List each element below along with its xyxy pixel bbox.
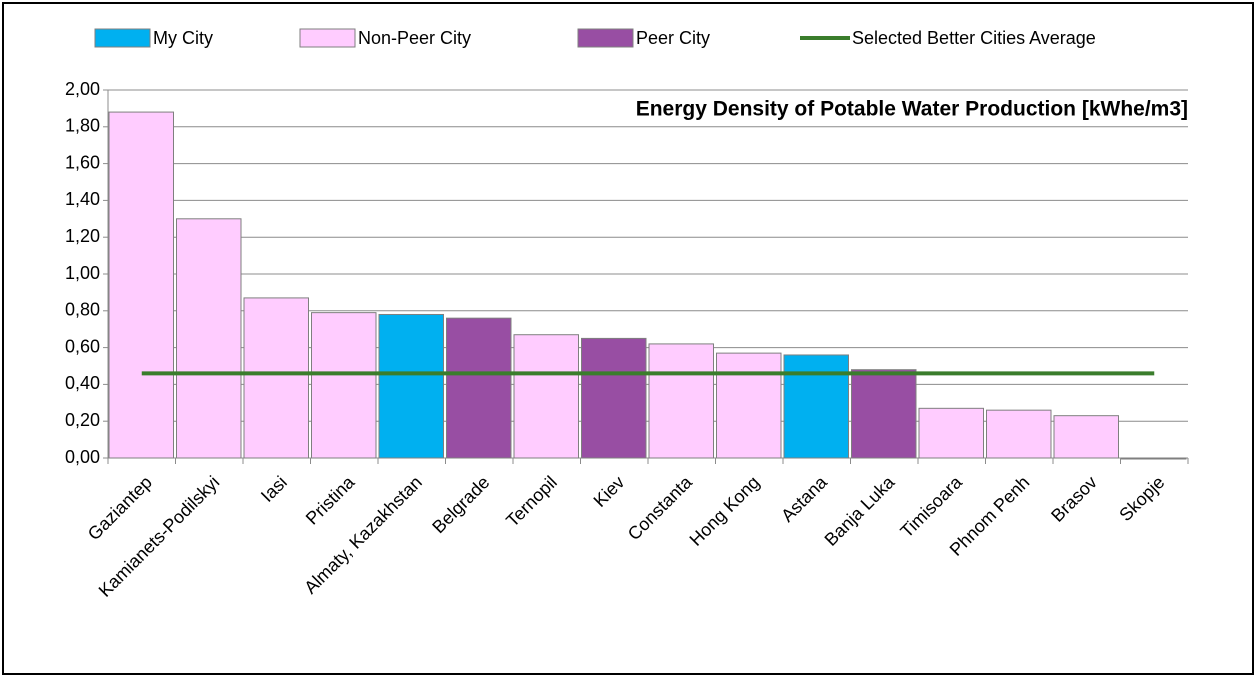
bar — [446, 317, 512, 459]
bar — [378, 313, 444, 459]
legend-swatch — [577, 28, 634, 48]
bar — [311, 312, 377, 459]
y-tick-label: 0,80 — [65, 300, 100, 320]
y-tick-label: 1,20 — [65, 226, 100, 246]
legend-label: Selected Better Cities Average — [852, 28, 1096, 48]
bar — [986, 409, 1052, 459]
y-tick-label: 1,00 — [65, 263, 100, 283]
bar — [851, 369, 917, 459]
bar — [176, 218, 242, 459]
bar — [1121, 457, 1187, 460]
chart-title: Energy Density of Potable Water Producti… — [636, 98, 1188, 121]
bar — [783, 354, 849, 459]
bar — [108, 111, 174, 459]
y-tick-label: 1,60 — [65, 152, 100, 172]
y-tick-label: 0,60 — [65, 336, 100, 356]
y-tick-label: 1,80 — [65, 116, 100, 136]
legend-label: Non-Peer City — [358, 28, 471, 48]
legend-label: Peer City — [636, 28, 710, 48]
y-tick-label: 1,40 — [65, 189, 100, 209]
legend-label: My City — [153, 28, 213, 48]
bar — [918, 407, 984, 459]
y-tick-label: 0,20 — [65, 410, 100, 430]
bar — [513, 334, 579, 459]
bar — [581, 337, 647, 459]
bar — [243, 297, 309, 459]
y-tick-label: 0,40 — [65, 373, 100, 393]
y-tick-label: 2,00 — [65, 79, 100, 99]
legend-swatch — [299, 28, 356, 48]
bar — [716, 352, 782, 459]
y-tick-label: 0,00 — [65, 447, 100, 467]
legend-swatch — [94, 28, 151, 48]
bar — [1053, 415, 1119, 459]
bar — [648, 343, 714, 459]
